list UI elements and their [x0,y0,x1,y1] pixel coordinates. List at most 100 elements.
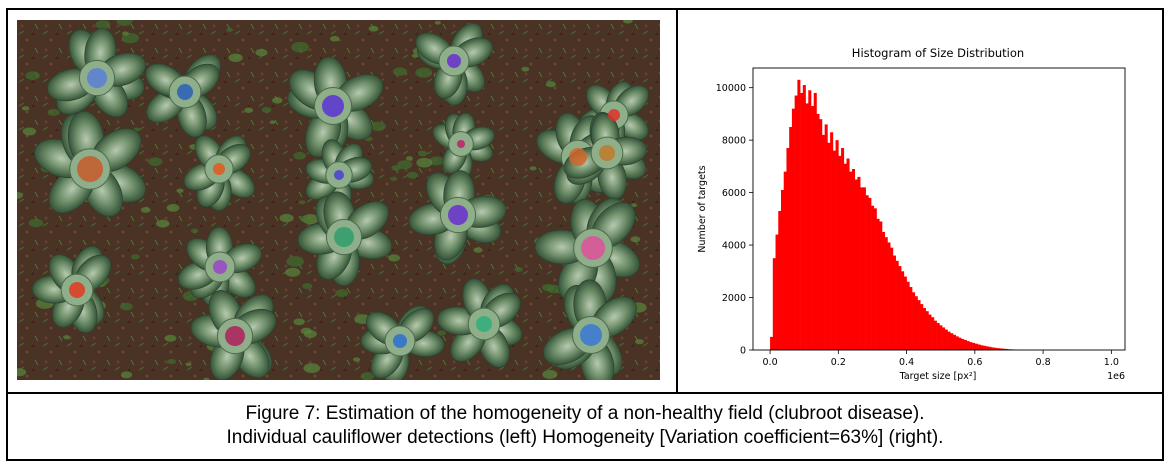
histogram-bar [942,327,946,350]
detection-marker [69,282,85,298]
y-axis-label: Number of targets [697,165,708,252]
histogram-bar [797,79,801,350]
detection-marker [569,148,587,166]
histogram-bar [917,300,921,350]
chart-title: Histogram of Size Distribution [852,46,1024,60]
detection-marker [581,236,605,260]
weed-patch [119,302,133,311]
weed-patch [353,357,361,362]
y-tick-label: 2000 [722,293,746,304]
histogram-bar [892,255,896,350]
weed-patch [514,266,523,273]
weed-patch [148,157,163,166]
histogram-bar [884,237,888,350]
weed-patch [392,67,408,76]
histogram-bar [873,208,877,350]
detection-marker [608,109,620,121]
y-tick-label: 0 [740,346,746,357]
histogram-bar [791,108,795,350]
histogram-bar [958,337,962,350]
histogram-bar [868,197,872,350]
weed-patch [302,282,313,290]
histogram-bar [922,308,926,350]
x-tick-label: 0.2 [831,357,846,368]
histogram-bar [857,176,861,350]
histogram-bar [1002,348,1006,350]
weed-patch [300,327,312,335]
y-tick-label: 6000 [722,188,746,199]
histogram-bar [950,333,954,350]
histogram-bar [952,334,957,350]
weed-patch [405,156,413,161]
weed-patch [63,335,71,340]
detection-marker [225,326,245,346]
aerial-cauliflower-field-image [17,20,660,380]
weed-patch [272,97,283,104]
weed-patch [388,254,401,262]
weed-patch [370,121,386,132]
detection-marker [393,334,407,348]
weed-patch [116,20,133,26]
histogram-bar [985,346,989,350]
cauliflower-plant [287,56,384,158]
histogram-bar [821,134,825,350]
histogram-bar [802,85,806,351]
histogram-bar [963,340,967,350]
histogram-bar [786,148,790,350]
histogram-bar [770,336,774,350]
histogram-bar [876,218,880,350]
histogram-bar [969,342,973,350]
histogram-bar [789,127,793,350]
cauliflower-plant [31,245,112,334]
cauliflower-plant [543,279,637,380]
weed-patch [368,25,379,32]
histogram-bar [974,343,978,350]
histogram-bar [800,92,804,350]
y-tick-label: 4000 [722,241,746,252]
detection-marker [447,54,461,68]
histogram-bar [854,179,858,350]
histogram-bar [846,158,850,350]
weed-patch [416,157,433,168]
histogram-bar [993,347,997,350]
histogram-bar [931,317,935,350]
cauliflower-plant [46,28,146,118]
histogram-bar [996,348,1000,350]
vertical-divider [676,10,678,392]
weed-patch [546,284,562,294]
weed-patch [185,362,192,367]
histogram-bar [780,189,785,350]
histogram-bar [832,150,836,350]
horizontal-divider [8,392,1162,394]
detection-marker [448,205,468,225]
weed-patch [298,200,306,205]
weed-patch [542,369,558,379]
histogram-svg: Histogram of Size Distribution 0.0 0.2 0.4… [697,46,1126,382]
histogram-bar [966,341,970,350]
weed-patch [635,339,644,345]
weed-patch [521,66,530,72]
histogram-bar [933,320,937,350]
figure-caption: Figure 7: Estimation of the homogeneity … [8,402,1162,450]
histogram-bar [860,187,864,350]
histogram-bar [882,231,886,350]
weed-patch [279,213,294,223]
histogram-bar [972,342,976,350]
histogram-bar [895,260,899,350]
weed-patch [390,176,398,181]
weed-patch [417,150,428,157]
histogram-bar [772,258,776,350]
weed-patch [529,166,537,171]
histogram-bar [819,119,823,350]
histogram-bar [871,205,875,350]
detection-marker [177,84,193,100]
weed-patch [244,107,254,113]
weed-patch [255,48,268,57]
histogram-bar [936,322,940,350]
weed-patch [335,289,349,297]
detection-marker [334,170,344,180]
cauliflower-plant [563,111,648,200]
histogram-bar [813,92,817,350]
weed-patch [17,191,23,199]
histogram-bar [955,336,959,350]
